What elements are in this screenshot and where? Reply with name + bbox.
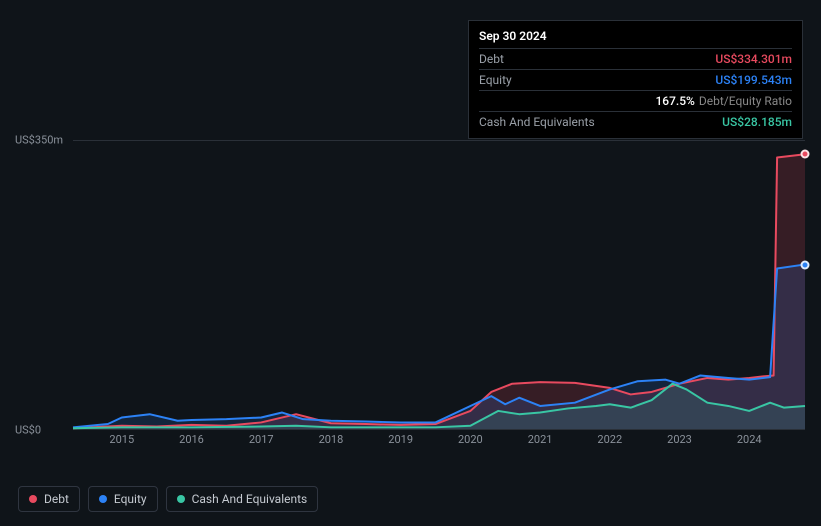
legend-dot-icon [29,495,37,503]
x-axis-label: 2024 [737,433,762,446]
legend-label: Cash And Equivalents [192,492,308,506]
legend-item[interactable]: Equity [88,486,158,512]
data-tooltip: Sep 30 2024 Debt US$334.301m Equity US$199.… [468,20,803,139]
x-axis-label: 2019 [388,433,413,446]
x-axis-label: 2016 [179,433,204,446]
x-axis: 2015 2016 2017 2018 2019 2020 2021 2022 2023 2024 [73,433,805,449]
series-end-marker [801,261,810,270]
legend: Debt Equity Cash And Equivalents [18,486,318,512]
tooltip-row: Debt US$334.301m [479,48,792,69]
series-end-marker [801,150,810,159]
tooltip-row-value: 167.5%Debt/Equity Ratio [655,94,792,108]
tooltip-row: 167.5%Debt/Equity Ratio [479,90,792,111]
y-axis-label: US$350m [15,134,71,147]
y-axis-label: US$0 [15,424,71,437]
x-axis-label: 2015 [109,433,134,446]
x-axis-label: 2018 [319,433,344,446]
x-axis-label: 2022 [597,433,622,446]
legend-label: Equity [114,492,147,506]
tooltip-row: Cash And Equivalents US$28.185m [479,111,792,132]
tooltip-row-value: US$28.185m [722,115,792,129]
x-axis-label: 2021 [528,433,553,446]
tooltip-row-extra: Debt/Equity Ratio [699,94,792,108]
plot-area[interactable] [73,140,805,430]
tooltip-row-label: Cash And Equivalents [479,115,595,129]
tooltip-row-value: US$199.543m [715,73,792,87]
tooltip-row-label: Equity [479,73,512,87]
legend-item[interactable]: Debt [18,486,80,512]
tooltip-row-label: Debt [479,52,504,66]
x-axis-label: 2020 [458,433,483,446]
tooltip-row: Equity US$199.543m [479,69,792,90]
x-axis-label: 2023 [667,433,692,446]
legend-item[interactable]: Cash And Equivalents [166,486,319,512]
tooltip-row-value: US$334.301m [715,52,792,66]
tooltip-date: Sep 30 2024 [479,27,792,48]
legend-label: Debt [44,492,69,506]
chart-svg [73,141,805,429]
legend-dot-icon [177,495,185,503]
legend-dot-icon [99,495,107,503]
x-axis-label: 2017 [249,433,274,446]
financials-chart[interactable]: US$350m US$0 2015 2016 2017 2018 2019 2020 2021… [15,120,805,445]
